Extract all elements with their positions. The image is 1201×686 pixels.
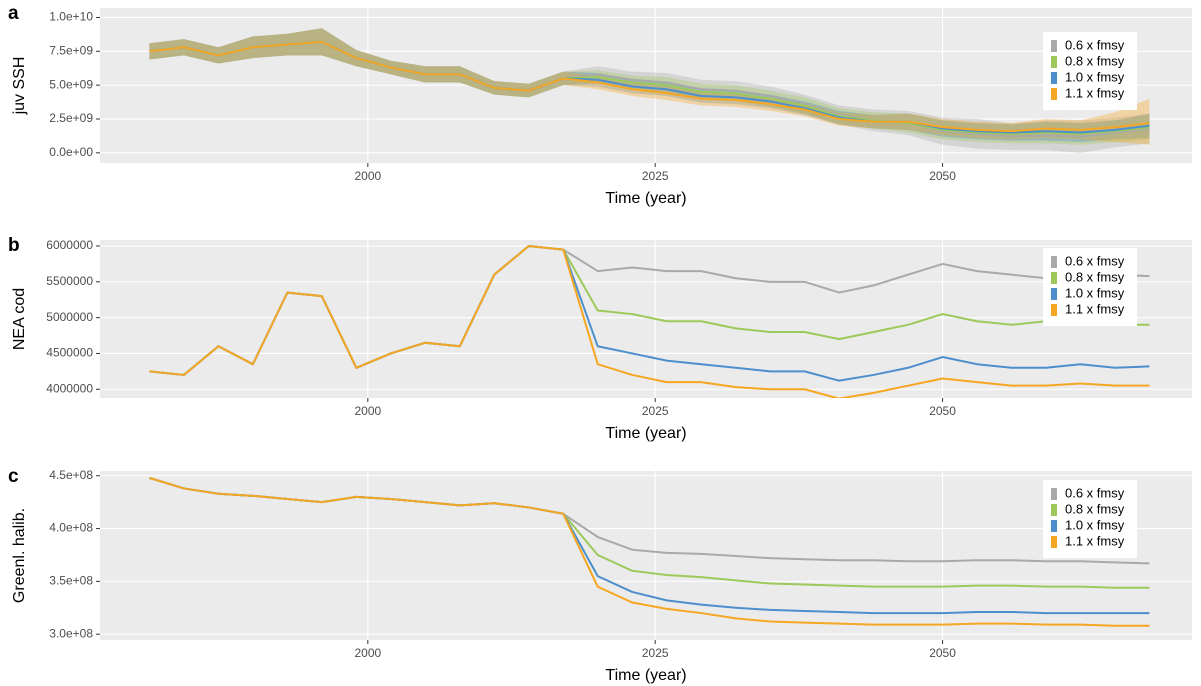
y-tick-label: 7.5e+09: [49, 43, 93, 57]
y-tick-label: 3.0e+08: [49, 626, 93, 640]
legend-swatch: [1051, 536, 1057, 548]
panel: 0.0e+00 2.5e+09 5.0e+09 7.5e+09 1.0e+10 2000 2…: [8, 3, 1192, 207]
y-tick-label: 4500000: [46, 346, 93, 360]
legend-label: 0.8 x fmsy: [1065, 269, 1125, 284]
y-tick-label: 0.0e+00: [49, 145, 93, 159]
legend-swatch: [1051, 256, 1057, 268]
data-layer: [149, 476, 1150, 627]
panel: 3.0e+08 3.5e+08 4.0e+08 4.5e+08 2000 2025 2050…: [8, 466, 1192, 684]
legend-swatch: [1051, 488, 1057, 500]
y-tick-label: 3.5e+08: [49, 574, 93, 588]
y-tick-label: 4.0e+08: [49, 521, 93, 535]
y-axis-title: Greenl. halib.: [11, 508, 28, 603]
x-tick-label: 2025: [642, 404, 669, 418]
data-layer: [149, 245, 1150, 398]
legend-box: [1043, 248, 1137, 326]
legend-label: 0.6 x fmsy: [1065, 253, 1125, 268]
y-tick-label: 5.0e+09: [49, 77, 93, 91]
series-line: [149, 476, 1150, 627]
legend-swatch: [1051, 56, 1057, 68]
ribbon: [149, 28, 1150, 145]
series-line: [149, 245, 1150, 398]
x-tick-label: 2000: [354, 404, 381, 418]
legend-label: 0.8 x fmsy: [1065, 501, 1125, 516]
data-layer: [149, 28, 1150, 153]
legend-label: 1.1 x fmsy: [1065, 301, 1125, 316]
y-tick-label: 4000000: [46, 381, 93, 395]
x-tick-label: 2000: [354, 646, 381, 660]
ribbon: [149, 28, 1150, 145]
ribbon: [149, 28, 1150, 143]
legend-swatch: [1051, 520, 1057, 532]
y-tick-label: 5500000: [46, 274, 93, 288]
panel-label: c: [8, 466, 19, 487]
plot-background: [100, 240, 1192, 398]
legend-box: [1043, 480, 1137, 558]
legend-label: 1.0 x fmsy: [1065, 517, 1125, 532]
legend-swatch: [1051, 288, 1057, 300]
legend-swatch: [1051, 40, 1057, 52]
x-tick-label: 2050: [929, 169, 956, 183]
legend-box: [1043, 32, 1137, 110]
series-line: [149, 40, 1150, 133]
legend-swatch: [1051, 72, 1057, 84]
x-axis-title: Time (year): [605, 667, 686, 684]
y-tick-label: 1.0e+10: [49, 10, 93, 24]
x-axis-title: Time (year): [605, 190, 686, 207]
x-tick-label: 2025: [642, 169, 669, 183]
legend-label: 1.0 x fmsy: [1065, 69, 1125, 84]
panel-label: b: [8, 235, 20, 256]
panel: 4000000 4500000 5000000 5500000 6000000 2000 2…: [8, 235, 1192, 442]
y-tick-label: 6000000: [46, 238, 93, 252]
x-tick-label: 2050: [929, 404, 956, 418]
legend-label: 1.1 x fmsy: [1065, 533, 1125, 548]
y-axis-title: NEA cod: [11, 288, 28, 350]
x-axis-title: Time (year): [605, 425, 686, 442]
y-tick-label: 5000000: [46, 310, 93, 324]
legend-swatch: [1051, 272, 1057, 284]
x-tick-label: 2025: [642, 646, 669, 660]
x-tick-label: 2050: [929, 646, 956, 660]
x-tick-label: 2000: [354, 169, 381, 183]
legend-swatch: [1051, 88, 1057, 100]
y-tick-label: 2.5e+09: [49, 111, 93, 125]
panel-label: a: [8, 3, 19, 24]
y-axis-title: juv SSH: [11, 57, 28, 116]
legend-swatch: [1051, 504, 1057, 516]
legend-label: 0.6 x fmsy: [1065, 37, 1125, 52]
legend-swatch: [1051, 304, 1057, 316]
legend-label: 1.0 x fmsy: [1065, 285, 1125, 300]
legend-label: 0.8 x fmsy: [1065, 53, 1125, 68]
legend-label: 0.6 x fmsy: [1065, 485, 1125, 500]
y-tick-label: 4.5e+08: [49, 468, 93, 482]
legend-label: 1.1 x fmsy: [1065, 85, 1125, 100]
